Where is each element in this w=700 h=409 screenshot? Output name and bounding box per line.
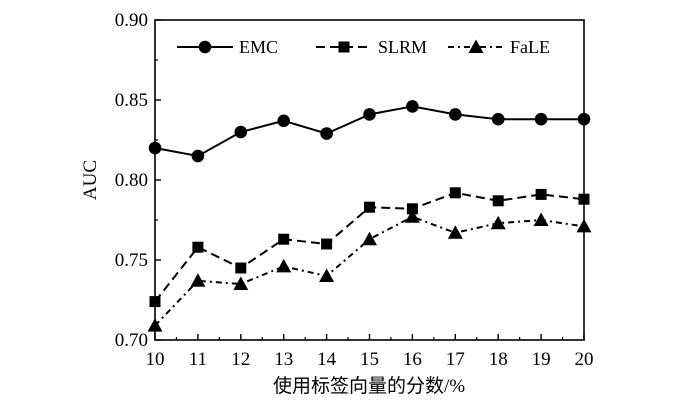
data-point-fale [147, 318, 163, 332]
data-point-slrm [535, 188, 547, 200]
legend-label-fale: FaLE [510, 37, 550, 57]
y-tick-label: 0.70 [115, 330, 148, 351]
plot-frame [154, 19, 585, 341]
x-tick-label: 15 [360, 349, 379, 370]
x-tick-label: 18 [489, 349, 508, 370]
legend-item-slrm: SLRM [316, 37, 427, 57]
data-point-fale [404, 209, 420, 223]
x-tick-label: 10 [146, 349, 165, 370]
legend-item-fale: FaLE [448, 37, 550, 57]
data-point-emc [320, 127, 333, 140]
data-point-fale [533, 212, 549, 226]
data-point-slrm [406, 203, 418, 215]
data-point-emc [491, 112, 505, 126]
data-point-slrm [492, 195, 504, 207]
legend-label-emc: EMC [239, 37, 278, 57]
data-point-emc [577, 112, 591, 126]
data-point-slrm [149, 296, 161, 308]
x-tick-label: 13 [274, 349, 293, 370]
data-point-slrm [278, 233, 290, 245]
data-point-slrm [235, 262, 247, 274]
data-point-emc [148, 141, 162, 155]
y-tick-label: 0.80 [115, 170, 148, 191]
y-tick-label: 0.75 [115, 250, 148, 271]
axes-layer: 10 11 12 13 14 15 16 17 18 19 20 0.70 0.75 0.80 0.85 0.… [115, 10, 594, 370]
data-point-emc [406, 100, 419, 113]
legend-marker-emc [198, 40, 212, 54]
x-axis-title: 使用标签向量的分数/% [273, 375, 465, 397]
y-tick-label: 0.90 [115, 10, 148, 31]
data-point-fale [576, 218, 592, 233]
data-point-fale [276, 258, 292, 273]
x-tick-label: 12 [231, 349, 250, 370]
x-tick-label: 14 [317, 349, 337, 370]
legend-marker-slrm [338, 41, 350, 53]
data-point-slrm [321, 238, 333, 250]
data-point-fale [362, 231, 377, 246]
series-emc [148, 100, 591, 163]
data-point-emc [277, 114, 291, 128]
series-fale [147, 209, 592, 332]
data-point-emc [191, 149, 205, 163]
y-tick-label: 0.85 [115, 90, 148, 111]
data-point-slrm [192, 241, 204, 253]
x-tick-label: 20 [575, 349, 594, 370]
x-tick-label: 11 [189, 349, 207, 370]
x-tick-label: 17 [446, 349, 465, 370]
series-layer [147, 100, 592, 332]
legend-label-slrm: SLRM [378, 37, 427, 57]
x-tick-label: 16 [403, 349, 422, 370]
x-tick-label: 19 [532, 349, 551, 370]
data-point-slrm [578, 193, 590, 205]
series-slrm [149, 187, 590, 308]
legend-item-emc: EMC [177, 37, 278, 57]
legend: EMC SLRM FaLE [177, 37, 550, 57]
data-point-slrm [364, 201, 375, 213]
data-point-fale [447, 225, 463, 239]
data-point-emc [234, 125, 248, 139]
legend-marker-fale [468, 39, 484, 53]
data-point-fale [319, 268, 335, 282]
y-axis-title: AUC [80, 160, 101, 200]
data-point-fale [233, 276, 249, 290]
data-point-fale [190, 273, 206, 287]
data-point-emc [449, 108, 462, 121]
data-point-emc [534, 112, 548, 126]
data-point-emc [363, 108, 376, 121]
data-point-fale [490, 215, 506, 230]
data-point-slrm [449, 187, 461, 199]
